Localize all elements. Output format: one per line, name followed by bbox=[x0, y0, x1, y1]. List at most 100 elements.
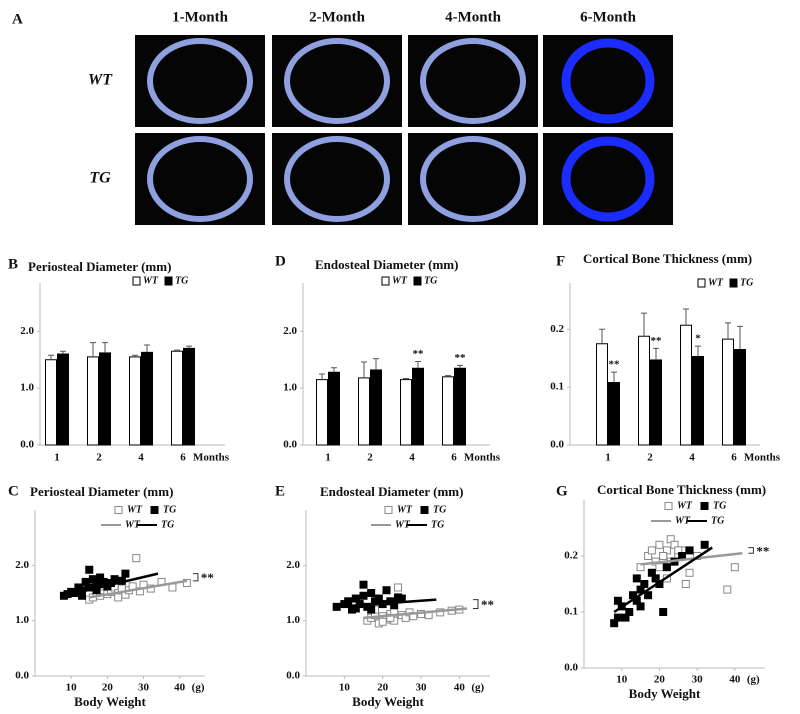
legend-label: WT bbox=[675, 515, 691, 526]
y-tick-label: 2.0 bbox=[283, 325, 297, 337]
y-tick-label: 0.0 bbox=[286, 670, 300, 682]
legend-swatch bbox=[697, 278, 706, 288]
x-tick-label: 2 bbox=[647, 452, 653, 464]
bar bbox=[722, 338, 734, 446]
bone-ring bbox=[420, 38, 526, 124]
error-bar bbox=[132, 354, 138, 357]
error-bar bbox=[331, 367, 337, 373]
error-bar bbox=[683, 308, 689, 326]
point bbox=[344, 597, 353, 606]
fit-line bbox=[363, 607, 468, 620]
error-bar bbox=[695, 345, 701, 357]
legend-label: TG bbox=[433, 504, 447, 515]
x-tick-label: 6 bbox=[451, 452, 457, 464]
bar bbox=[87, 356, 99, 446]
bone-ring bbox=[147, 136, 253, 222]
x-tick-label: 1 bbox=[54, 452, 60, 464]
significance: * bbox=[695, 333, 701, 345]
significance: ** bbox=[609, 359, 621, 371]
bar bbox=[596, 343, 608, 446]
panel-letter: C bbox=[8, 483, 19, 499]
error-bar bbox=[48, 354, 54, 360]
chart-title: Periosteal Diameter (mm) bbox=[30, 484, 173, 499]
point bbox=[700, 540, 709, 549]
x-tick-label: 10 bbox=[339, 682, 351, 694]
error-bar bbox=[361, 361, 367, 378]
annotation: ** bbox=[201, 570, 214, 585]
error-bar bbox=[90, 342, 96, 357]
error-bar bbox=[373, 358, 379, 370]
y-tick-label: 1.0 bbox=[15, 614, 29, 626]
error-bar bbox=[186, 345, 192, 349]
bar bbox=[129, 356, 141, 446]
panel-letter: D bbox=[275, 253, 286, 269]
fit-line bbox=[613, 546, 713, 614]
legend-marker bbox=[700, 502, 709, 510]
error-bar bbox=[725, 322, 731, 340]
legend-marker bbox=[114, 506, 123, 514]
bone-image bbox=[135, 35, 265, 127]
legend-swatch bbox=[381, 276, 390, 286]
y-tick-label: 0.2 bbox=[564, 550, 578, 562]
legend-swatch bbox=[132, 276, 141, 286]
row-label: WT bbox=[88, 72, 113, 89]
bar bbox=[608, 382, 620, 446]
bar bbox=[638, 335, 650, 446]
bar bbox=[692, 355, 704, 446]
error-bar bbox=[641, 312, 647, 337]
legend-label: WT bbox=[708, 277, 724, 288]
significance: ** bbox=[413, 348, 425, 360]
bar bbox=[370, 369, 382, 446]
error-bar bbox=[457, 364, 463, 369]
x-tick-label: 2 bbox=[367, 452, 373, 464]
x-tick-label: 10 bbox=[66, 682, 78, 694]
x-tick-label: 4 bbox=[689, 452, 695, 464]
bone-ring bbox=[147, 38, 253, 124]
legend-label: WT bbox=[125, 519, 141, 530]
legend-swatch bbox=[729, 278, 738, 288]
row-label: TG bbox=[89, 170, 111, 187]
legend-marker bbox=[150, 506, 159, 514]
error-bar bbox=[599, 328, 605, 344]
bar bbox=[171, 350, 183, 446]
y-tick-label: 1.0 bbox=[283, 382, 297, 394]
point bbox=[659, 552, 668, 560]
legend-label: WT bbox=[392, 275, 408, 286]
point bbox=[114, 593, 123, 602]
point bbox=[359, 591, 368, 600]
annotation: ** bbox=[481, 597, 494, 612]
legend-label: TG bbox=[175, 275, 189, 286]
y-tick-label: 0.0 bbox=[15, 670, 29, 682]
bracket bbox=[192, 573, 199, 582]
chart-title: Cortical Bone Thickness (mm) bbox=[583, 251, 752, 266]
bar bbox=[328, 371, 340, 446]
point bbox=[367, 605, 376, 614]
bar bbox=[442, 376, 454, 446]
legend-label: TG bbox=[431, 519, 445, 530]
significance: ** bbox=[651, 335, 663, 347]
error-bar bbox=[319, 373, 325, 380]
fit-line bbox=[640, 551, 743, 566]
bone-ring bbox=[420, 136, 526, 222]
error-bar bbox=[60, 350, 66, 355]
x-tick-label: 20 bbox=[654, 674, 666, 686]
bone-ring bbox=[284, 38, 390, 124]
bone-image bbox=[408, 133, 538, 225]
column-label: 2-Month bbox=[309, 9, 365, 25]
bone-image bbox=[408, 35, 538, 127]
x-unit: (g) bbox=[747, 674, 760, 686]
y-tick-label: 2.0 bbox=[20, 325, 34, 337]
error-bar bbox=[174, 349, 180, 352]
y-tick-label: 0.0 bbox=[550, 439, 564, 451]
x-tick-label: 1 bbox=[605, 452, 611, 464]
point bbox=[655, 563, 664, 572]
legend-label: TG bbox=[711, 515, 725, 526]
point bbox=[655, 540, 664, 549]
point bbox=[640, 580, 649, 588]
x-unit: (g) bbox=[192, 682, 205, 694]
legend-label: TG bbox=[713, 500, 727, 511]
bar bbox=[141, 351, 153, 446]
y-tick-label: 2.0 bbox=[286, 559, 300, 571]
legend-marker bbox=[384, 506, 393, 514]
